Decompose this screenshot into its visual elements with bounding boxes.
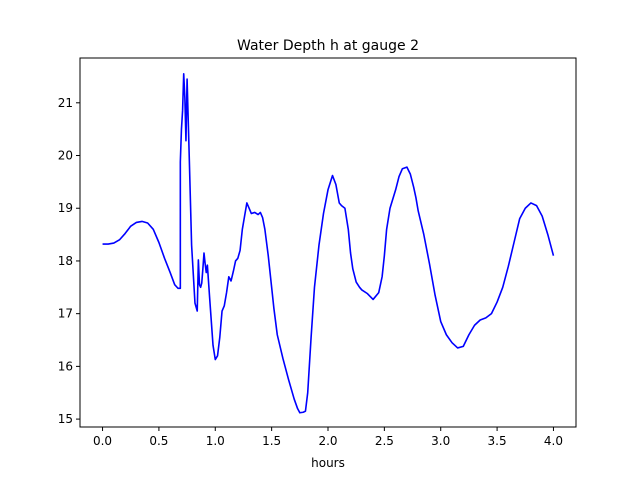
series-line-0 — [102, 73, 555, 414]
plot-area — [102, 73, 555, 414]
y-tick-label: 15 — [58, 412, 73, 426]
y-tick-label: 18 — [58, 254, 73, 268]
x-tick-label: 4.0 — [544, 434, 563, 448]
x-tick-label: 1.5 — [262, 434, 281, 448]
x-tick-label: 1.0 — [206, 434, 225, 448]
x-axis-label: hours — [311, 456, 345, 470]
y-axis: 15 16 17 18 19 20 21 — [58, 96, 80, 426]
y-tick-label: 21 — [58, 96, 73, 110]
x-tick-label: 0.5 — [149, 434, 168, 448]
x-tick-label: 2.0 — [318, 434, 337, 448]
x-axis: 0.0 0.5 1.0 1.5 2.0 2.5 3.0 3.5 4.0 — [93, 427, 563, 448]
x-tick-label: 3.5 — [488, 434, 507, 448]
y-tick-label: 19 — [58, 201, 73, 215]
x-tick-label: 0.0 — [93, 434, 112, 448]
chart-title: Water Depth h at gauge 2 — [237, 38, 419, 54]
x-tick-label: 2.5 — [375, 434, 394, 448]
y-tick-label: 20 — [58, 149, 73, 163]
x-tick-label: 3.0 — [431, 434, 450, 448]
y-tick-label: 16 — [58, 359, 73, 373]
y-tick-label: 17 — [58, 307, 73, 321]
